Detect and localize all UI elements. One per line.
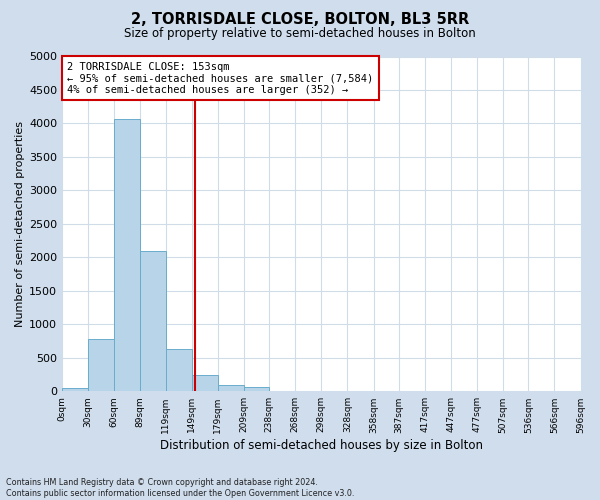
Bar — [88, 339, 115, 392]
Text: 2 TORRISDALE CLOSE: 153sqm
← 95% of semi-detached houses are smaller (7,584)
4% : 2 TORRISDALE CLOSE: 153sqm ← 95% of semi… — [67, 62, 374, 94]
Bar — [166, 349, 192, 392]
Bar — [140, 250, 166, 392]
X-axis label: Distribution of semi-detached houses by size in Bolton: Distribution of semi-detached houses by … — [160, 440, 483, 452]
Bar — [62, 388, 88, 392]
Text: 2, TORRISDALE CLOSE, BOLTON, BL3 5RR: 2, TORRISDALE CLOSE, BOLTON, BL3 5RR — [131, 12, 469, 28]
Bar — [192, 375, 218, 392]
Bar — [218, 384, 244, 392]
Text: Contains HM Land Registry data © Crown copyright and database right 2024.
Contai: Contains HM Land Registry data © Crown c… — [6, 478, 355, 498]
Bar — [244, 388, 269, 392]
Text: Size of property relative to semi-detached houses in Bolton: Size of property relative to semi-detach… — [124, 28, 476, 40]
Bar — [115, 119, 140, 392]
Y-axis label: Number of semi-detached properties: Number of semi-detached properties — [15, 121, 25, 327]
